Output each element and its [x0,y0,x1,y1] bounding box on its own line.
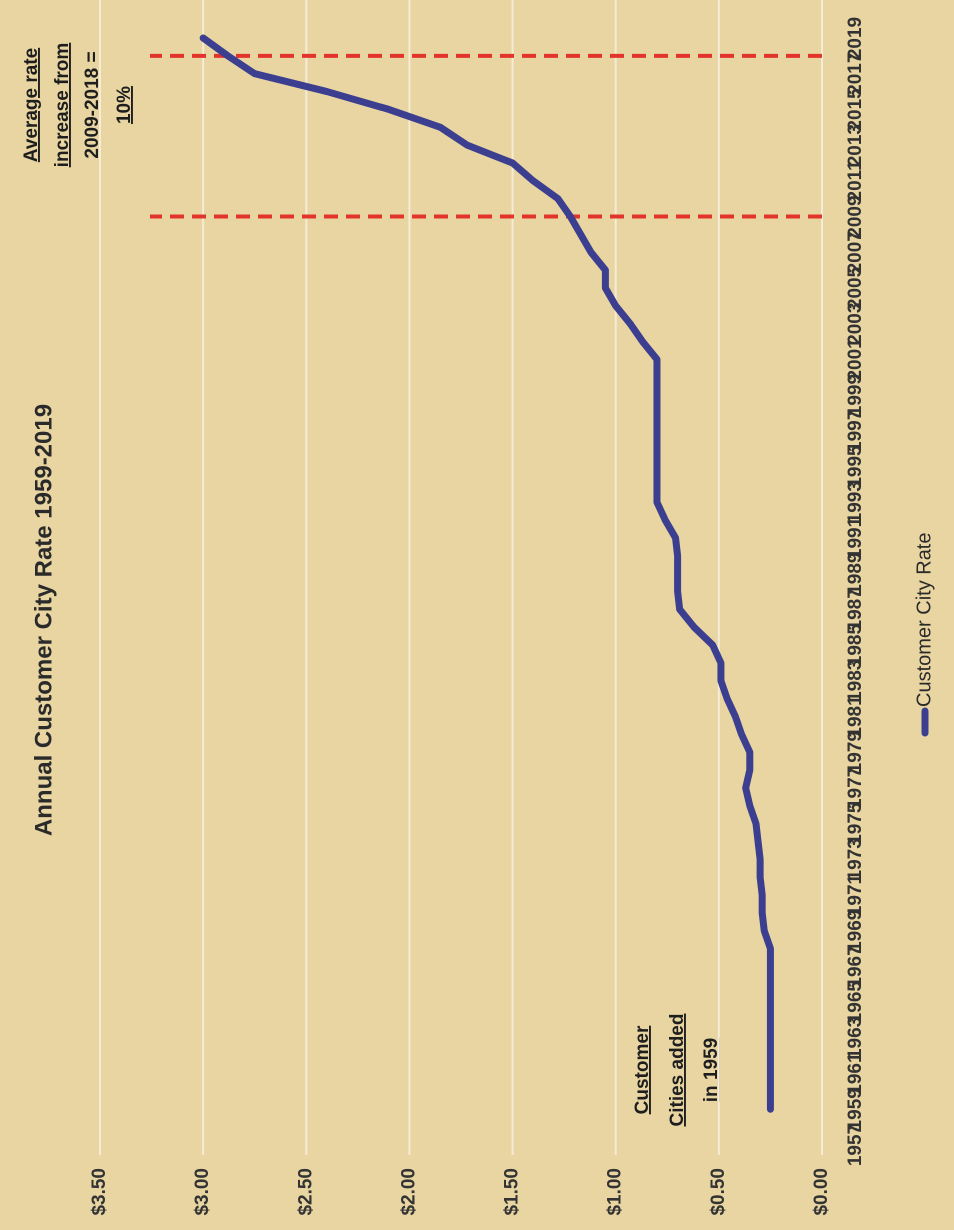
x-tick-label: 1983 [845,660,866,702]
x-tick-label: 1967 [845,945,866,987]
annotation: Average rate [21,48,42,162]
y-tick-label: $2.50 [295,1168,316,1216]
x-tick-label: 2009 [845,195,866,237]
x-tick-label: 1995 [845,445,866,488]
x-tick-label: 1959 [845,1088,866,1130]
x-tick-label: 1997 [845,410,866,452]
y-tick-label: $2.00 [398,1168,419,1216]
x-tick-label: 2007 [845,231,866,273]
x-tick-label: 2015 [845,88,866,131]
x-tick-label: 1993 [845,481,866,523]
x-tick-label: 1985 [845,624,866,667]
x-tick-label: 2017 [845,53,866,95]
annotation: Customer [632,1025,653,1114]
y-tick-label: $3.50 [89,1168,110,1216]
x-tick-label: 1961 [845,1052,866,1095]
x-tick-label: 1981 [845,695,866,738]
y-tick-label: $0.00 [811,1168,832,1216]
legend-label: Customer City Rate [913,533,935,708]
annotation: 10% [114,86,135,124]
x-tick-label: 1973 [845,838,866,880]
x-tick-label: 1965 [845,981,866,1024]
x-tick-label: 1957 [845,1124,866,1166]
rotated-chart: Annual Customer City Rate 1959-2019 Aver… [21,0,935,1216]
annotation: in 1959 [701,1038,722,1102]
annotation: Cities added [667,1014,688,1127]
x-tick-label: 2003 [845,303,866,345]
x-tick-label: 1963 [845,1017,866,1059]
annotation: increase from [52,43,73,168]
x-tick-label: 1979 [845,731,866,773]
x-tick-label: 1987 [845,588,866,630]
x-tick-label: 1969 [845,910,866,952]
x-tick-label: 1999 [845,374,866,416]
x-tick-label: 1977 [845,767,866,809]
y-tick-label: $1.50 [502,1168,523,1216]
y-tick-label: $1.00 [605,1168,626,1216]
chart-title: Annual Customer City Rate 1959-2019 [30,404,57,836]
x-tick-label: 2001 [845,338,866,381]
x-tick-label: 1975 [845,802,866,845]
x-tick-label: 2013 [845,124,866,166]
y-tick-label: $0.50 [708,1168,729,1216]
annotation: 2009-2018 = [82,51,103,158]
x-tick-label: 1991 [845,516,866,559]
x-tick-label: 1989 [845,553,866,595]
x-tick-label: 1971 [845,873,866,916]
x-tick-label: 2011 [845,160,866,202]
data-line [199,34,774,1113]
x-tick-label: 2019 [845,17,866,59]
y-tick-label: $3.00 [192,1168,213,1216]
x-tick-label: 2005 [845,266,866,309]
